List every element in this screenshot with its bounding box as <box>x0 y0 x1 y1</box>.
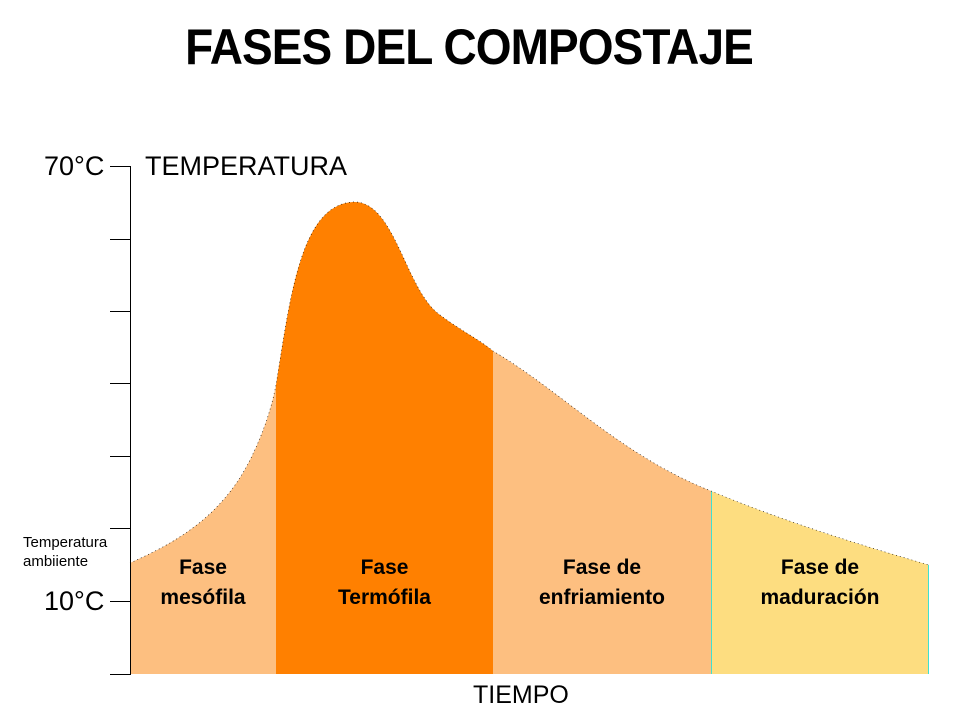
y-axis-bottom-label: 10°C <box>44 586 105 616</box>
chart-title: FASES DEL COMPOSTAJE <box>185 19 754 75</box>
phase-label-mesofila: Fase mesófila <box>160 556 246 609</box>
x-axis-name: TIEMPO <box>473 681 569 709</box>
y-axis-ticks <box>110 166 131 675</box>
phase-label-maduracion: Fase de maduración <box>760 556 880 609</box>
y-axis-top-label: 70°C <box>44 151 105 181</box>
y-axis-name: TEMPERATURA <box>145 151 348 181</box>
phase-label-enfriamiento: Fase de enfriamiento <box>538 556 666 609</box>
ambient-temperature-label: Temperatura ambiiente <box>23 534 108 570</box>
phase-label-termofila: Fase Termófila <box>338 556 431 609</box>
